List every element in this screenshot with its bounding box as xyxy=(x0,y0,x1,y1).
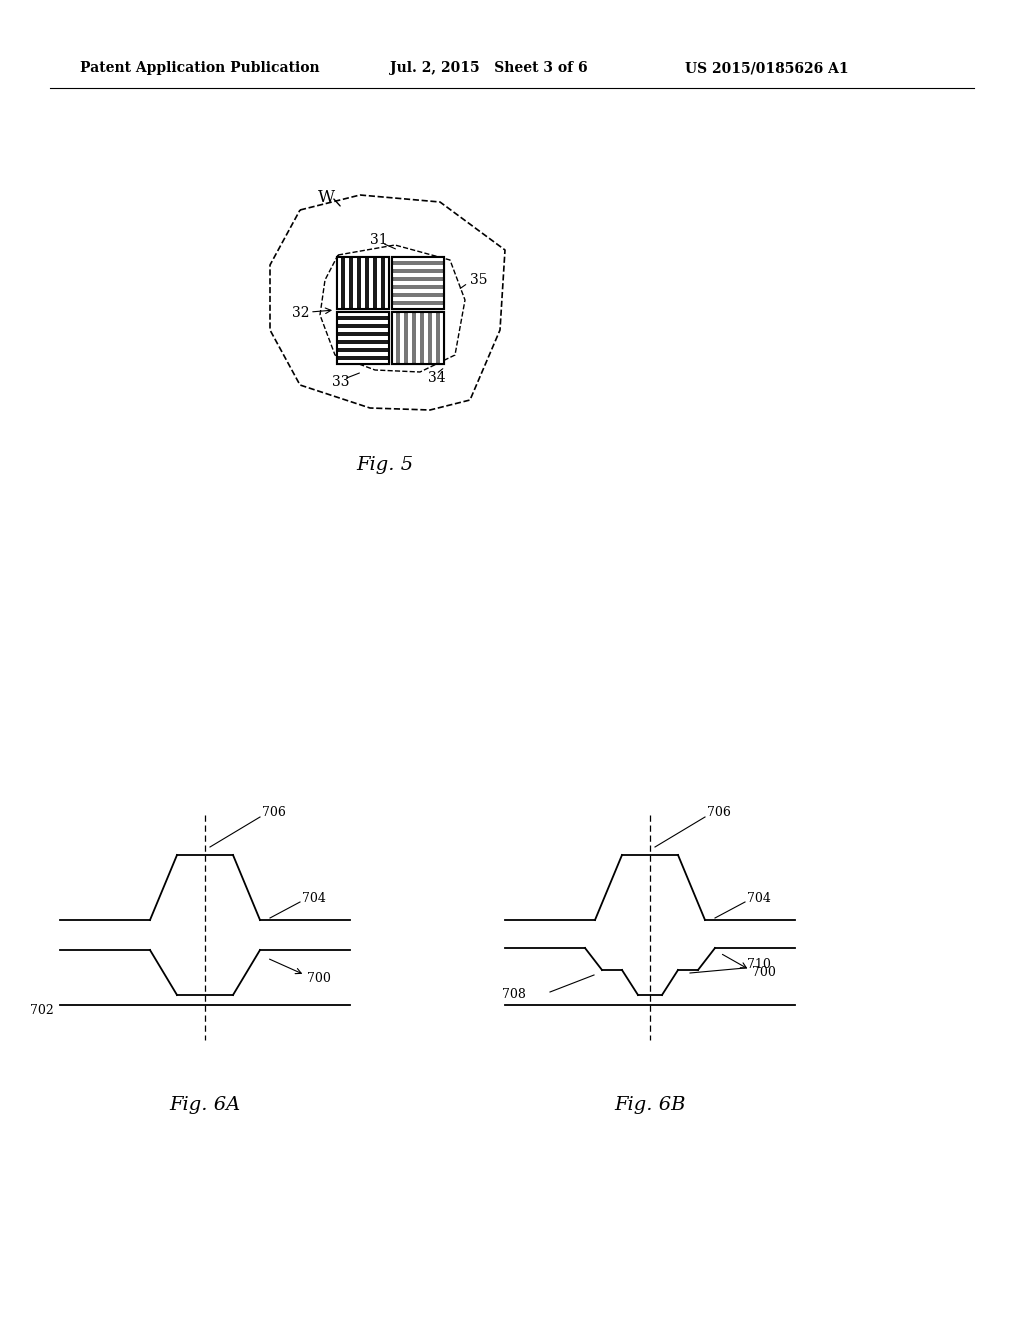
Text: 704: 704 xyxy=(746,891,771,904)
Bar xyxy=(337,312,389,364)
Bar xyxy=(392,281,444,285)
Bar xyxy=(337,312,389,315)
Bar xyxy=(361,257,365,309)
Bar xyxy=(424,312,428,364)
Bar xyxy=(369,257,373,309)
Bar xyxy=(337,352,389,356)
Bar xyxy=(392,257,444,261)
Bar xyxy=(337,257,389,309)
Bar xyxy=(392,312,444,364)
Bar xyxy=(337,345,389,348)
Text: 33: 33 xyxy=(332,375,349,389)
Bar xyxy=(345,257,349,309)
Text: 706: 706 xyxy=(707,807,731,820)
Bar xyxy=(408,312,412,364)
Bar xyxy=(392,257,444,309)
Bar xyxy=(337,257,389,309)
Text: 704: 704 xyxy=(302,891,326,904)
Text: Fig. 6B: Fig. 6B xyxy=(614,1096,686,1114)
Bar xyxy=(392,312,396,364)
Bar xyxy=(337,257,341,309)
Bar xyxy=(400,312,404,364)
Text: Fig. 5: Fig. 5 xyxy=(356,455,414,474)
Text: 35: 35 xyxy=(470,273,487,286)
Text: 706: 706 xyxy=(262,807,286,820)
Text: Patent Application Publication: Patent Application Publication xyxy=(80,61,319,75)
Text: Fig. 6A: Fig. 6A xyxy=(169,1096,241,1114)
Bar xyxy=(392,257,444,309)
Text: 32: 32 xyxy=(292,306,309,319)
Bar xyxy=(392,305,444,309)
Text: US 2015/0185626 A1: US 2015/0185626 A1 xyxy=(685,61,849,75)
Bar xyxy=(392,312,444,364)
Bar xyxy=(440,312,444,364)
Bar xyxy=(416,312,420,364)
Bar xyxy=(432,312,436,364)
Text: 700: 700 xyxy=(752,966,776,979)
Bar xyxy=(377,257,381,309)
Bar xyxy=(392,289,444,293)
Bar xyxy=(392,297,444,301)
Bar xyxy=(392,265,444,269)
Text: W: W xyxy=(318,190,335,206)
Bar xyxy=(337,327,389,333)
Bar xyxy=(337,312,389,364)
Bar xyxy=(337,319,389,323)
Bar xyxy=(337,360,389,364)
Bar xyxy=(392,273,444,277)
Bar xyxy=(353,257,357,309)
Text: 34: 34 xyxy=(428,371,445,385)
Text: 702: 702 xyxy=(30,1003,53,1016)
Text: 708: 708 xyxy=(502,989,526,1002)
Text: Jul. 2, 2015   Sheet 3 of 6: Jul. 2, 2015 Sheet 3 of 6 xyxy=(390,61,588,75)
Text: 710: 710 xyxy=(746,958,771,972)
Text: 31: 31 xyxy=(370,234,388,247)
Bar xyxy=(337,337,389,341)
Text: 700: 700 xyxy=(307,972,331,985)
Bar xyxy=(385,257,389,309)
